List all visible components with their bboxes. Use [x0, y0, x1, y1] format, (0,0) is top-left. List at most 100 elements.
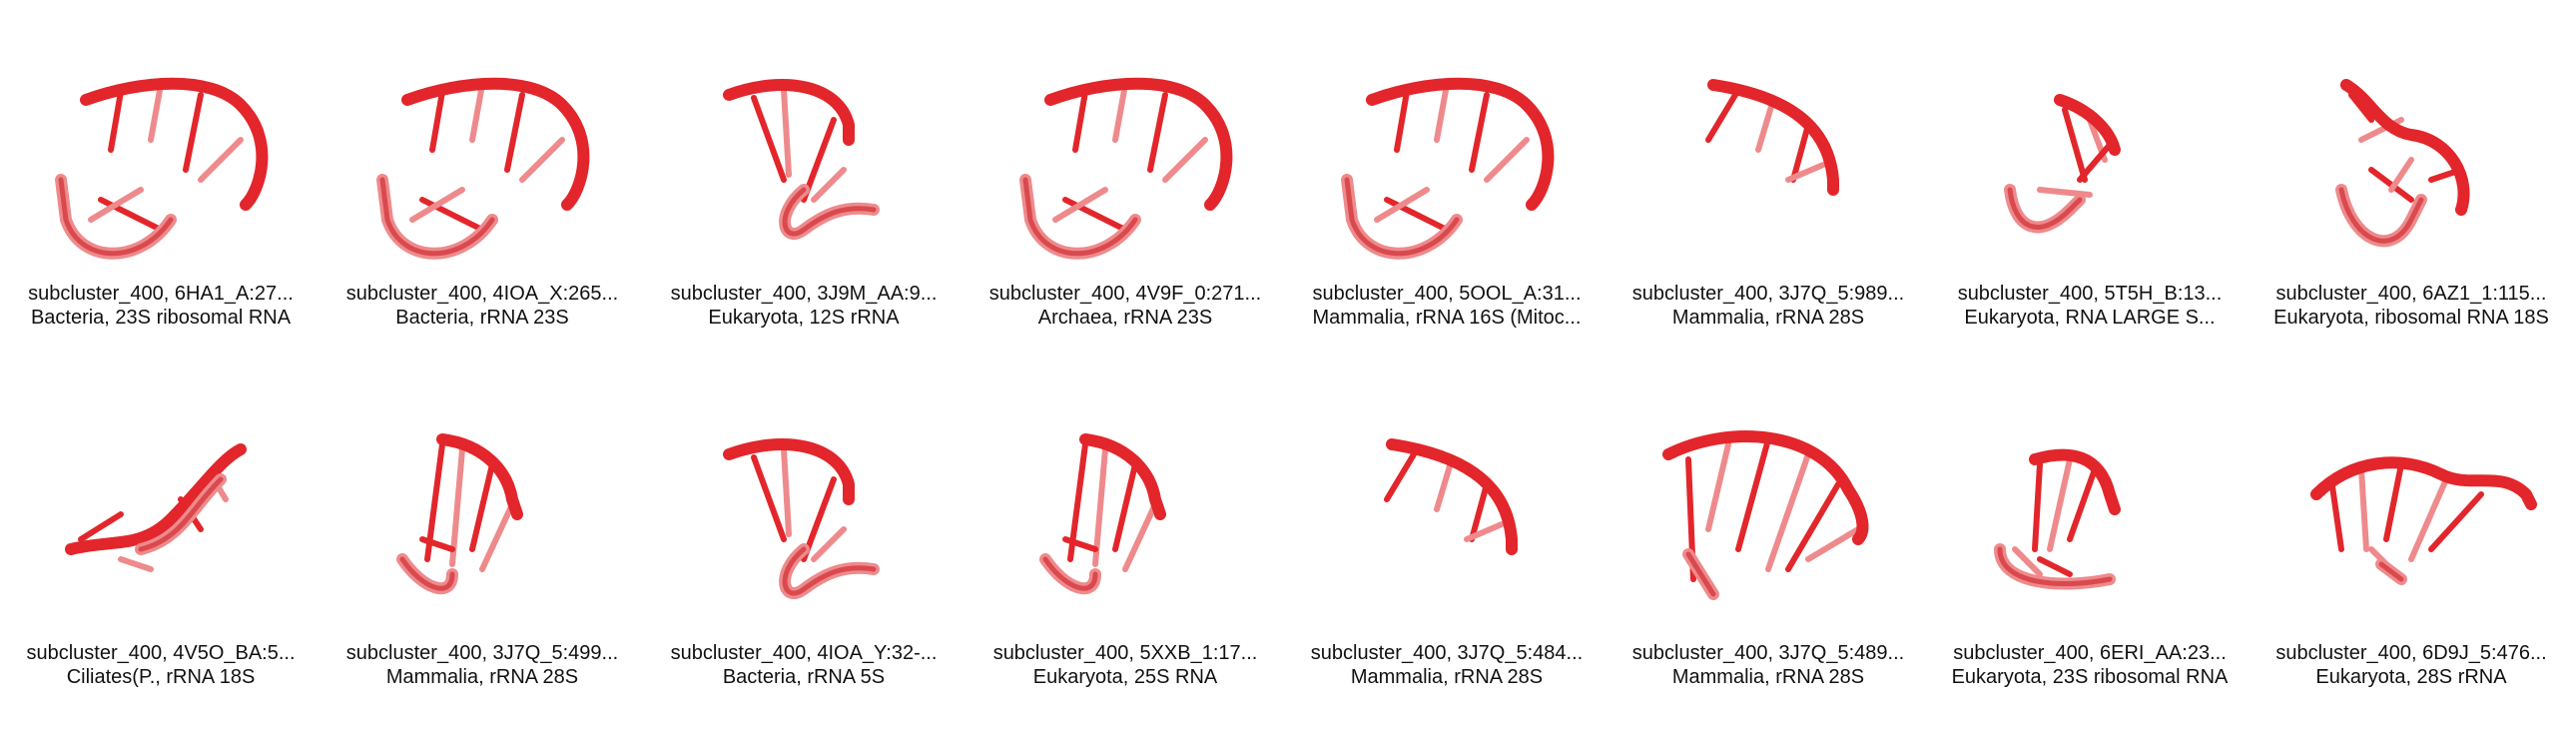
base-pair-stem [2358, 466, 2369, 552]
structure-tile[interactable]: subcluster_400, 3J7Q_5:499... Mammalia, r… [322, 360, 643, 729]
base-pair-stem [2388, 157, 2414, 193]
tile-caption: subcluster_400, 5XXB_1:17... Eukaryota, 2… [965, 641, 1286, 689]
structure-tile[interactable]: subcluster_400, 4IOA_Y:32-... Bacteria, r… [643, 360, 965, 729]
rna-structure-image [65, 443, 247, 572]
structure-tile[interactable]: subcluster_400, 4V5O_BA:5... Ciliates(P.,… [0, 360, 322, 729]
structure-tile[interactable]: subcluster_400, 6D9J_5:476... Eukaryota, … [2251, 360, 2572, 729]
base-pair-stem [1705, 441, 1731, 532]
base-pair-stem [419, 536, 455, 552]
base-pair-stem [801, 476, 837, 562]
base-pair-stem [1112, 82, 1128, 143]
tile-id-label: subcluster_400, 4IOA_X:265... [345, 283, 619, 305]
rna-structure-image [55, 77, 269, 260]
rna-structure-image [1039, 433, 1166, 595]
tile-description-label: Eukaryota, ribosomal RNA 18S [2273, 307, 2549, 329]
structure-tile[interactable]: subcluster_400, 4IOA_X:265... Bacteria, r… [322, 0, 643, 370]
base-pair-stem [1147, 92, 1168, 173]
structure-tile[interactable]: subcluster_400, 4V9F_0:271... Archaea, rR… [965, 0, 1286, 370]
base-pair-stem [1469, 92, 1490, 173]
backbone-strand [1079, 433, 1166, 520]
rna-structure-image [1705, 79, 1839, 196]
backbone-strand [1366, 77, 1555, 211]
backbone-strand-shade [1685, 551, 1716, 597]
tile-caption: subcluster_400, 5OOL_A:31... Mammalia, rR… [1286, 282, 1608, 330]
base-pair-stem [419, 197, 485, 233]
base-pair-stem [1062, 536, 1098, 552]
backbone-strand-shade [2338, 187, 2424, 244]
structure-tile[interactable]: subcluster_400, 6HA1_A:27... Bacteria, 23… [0, 0, 322, 370]
structure-tile[interactable]: subcluster_400, 6AZ1_1:115... Eukaryota, … [2251, 0, 2572, 370]
backbone-strand-shade [2378, 561, 2404, 582]
base-pair-stem [108, 89, 124, 153]
structure-tile[interactable]: subcluster_400, 3J9M_AA:9... Eukaryota, 1… [643, 0, 965, 370]
base-pair-stem [2032, 461, 2043, 552]
backbone-strand-shade [2007, 187, 2083, 230]
base-pair-stem [2067, 466, 2098, 542]
rna-structure-image [1019, 77, 1233, 260]
base-pair-stem [751, 454, 787, 542]
base-pair-stem [2047, 456, 2073, 552]
base-pair-stem [2328, 476, 2344, 552]
base-pair-stem [1484, 137, 1530, 183]
base-pair-stem [1434, 456, 1455, 512]
tile-caption: subcluster_400, 6ERI_AA:23... Eukaryota, … [1929, 641, 2251, 689]
rna-structure-image [376, 77, 590, 260]
base-pair-stem [1384, 446, 1420, 502]
tile-description-label: Mammalia, rRNA 16S (Mitoc... [1312, 307, 1582, 329]
structure-tile[interactable]: subcluster_400, 3J7Q_5:489... Mammalia, r… [1608, 360, 1929, 729]
base-pair-stem [479, 501, 515, 572]
base-pair-stem [409, 187, 465, 223]
structure-tile[interactable]: subcluster_400, 3J7Q_5:989... Mammalia, r… [1608, 0, 1929, 370]
backbone-strand-shade [138, 476, 224, 552]
base-pair-stem [1092, 446, 1108, 567]
base-pair-stem [2348, 92, 2374, 123]
rna-structure-image [1662, 430, 1869, 600]
tile-caption: subcluster_400, 4V9F_0:271... Archaea, rR… [965, 282, 1286, 330]
base-pair-stem [801, 117, 837, 203]
tile-id-label: subcluster_400, 6HA1_A:27... [28, 283, 294, 305]
base-pair-stem [504, 92, 525, 173]
tile-id-label: subcluster_400, 3J7Q_5:489... [1631, 642, 1905, 664]
base-pair-stem [2037, 556, 2073, 577]
base-pair-stem [2383, 461, 2404, 542]
base-pair-stem [1394, 89, 1410, 153]
structure-tile[interactable]: subcluster_400, 5XXB_1:17... Eukaryota, 2… [965, 360, 1286, 729]
tile-description-label: Eukaryota, 25S RNA [1032, 666, 1218, 688]
rna-structure-image [396, 433, 523, 595]
base-pair-stem [1434, 82, 1450, 143]
backbone-strand [2340, 79, 2470, 216]
backbone-strand-shade [782, 187, 877, 237]
base-pair-stem [469, 82, 485, 143]
tile-description-label: Bacteria, rRNA 23S [395, 307, 569, 329]
base-pair-stem [1785, 162, 1826, 183]
base-pair-stem [1805, 526, 1861, 562]
tile-description-label: Eukaryota, 23S ribosomal RNA [1951, 666, 2229, 688]
tile-caption: subcluster_400, 3J7Q_5:499... Mammalia, r… [322, 641, 643, 689]
structure-tile[interactable]: subcluster_400, 5OOL_A:31... Mammalia, rR… [1286, 0, 1608, 370]
base-pair-stem [1374, 187, 1430, 223]
base-pair-stem [429, 89, 445, 153]
backbone-strand-shade [58, 177, 174, 257]
structure-tile[interactable]: subcluster_400, 3J7Q_5:484... Mammalia, r… [1286, 360, 1608, 729]
tile-description-label: Mammalia, rRNA 28S [1671, 666, 1865, 688]
base-pair-stem [469, 461, 495, 552]
tile-caption: subcluster_400, 3J7Q_5:484... Mammalia, r… [1286, 641, 1608, 689]
rna-structure-image [1384, 438, 1518, 555]
tile-id-label: subcluster_400, 6ERI_AA:23... [1953, 642, 2227, 664]
tile-id-label: subcluster_400, 3J7Q_5:484... [1310, 642, 1584, 664]
backbone-strand [2310, 456, 2537, 510]
structure-row-2: subcluster_400, 4V5O_BA:5... Ciliates(P.,… [0, 360, 2576, 729]
tile-description-label: Eukaryota, RNA LARGE S... [1964, 307, 2216, 329]
structure-tile[interactable]: subcluster_400, 6ERI_AA:23... Eukaryota, … [1929, 360, 2251, 729]
backbone-strand [65, 443, 247, 555]
tile-description-label: Archaea, rRNA 23S [1037, 307, 1213, 329]
base-pair-stem [519, 137, 565, 183]
tile-caption: subcluster_400, 6HA1_A:27... Bacteria, 23… [0, 282, 322, 330]
tile-description-label: Bacteria, rRNA 5S [722, 666, 886, 688]
base-pair-stem [449, 446, 465, 567]
rna-structure-image [1994, 448, 2121, 590]
backbone-strand [401, 77, 590, 211]
structure-tile[interactable]: subcluster_400, 5T5H_B:13... Eukaryota, R… [1929, 0, 2251, 370]
backbone-strand-shade [379, 177, 495, 257]
backbone-strand [436, 433, 523, 520]
